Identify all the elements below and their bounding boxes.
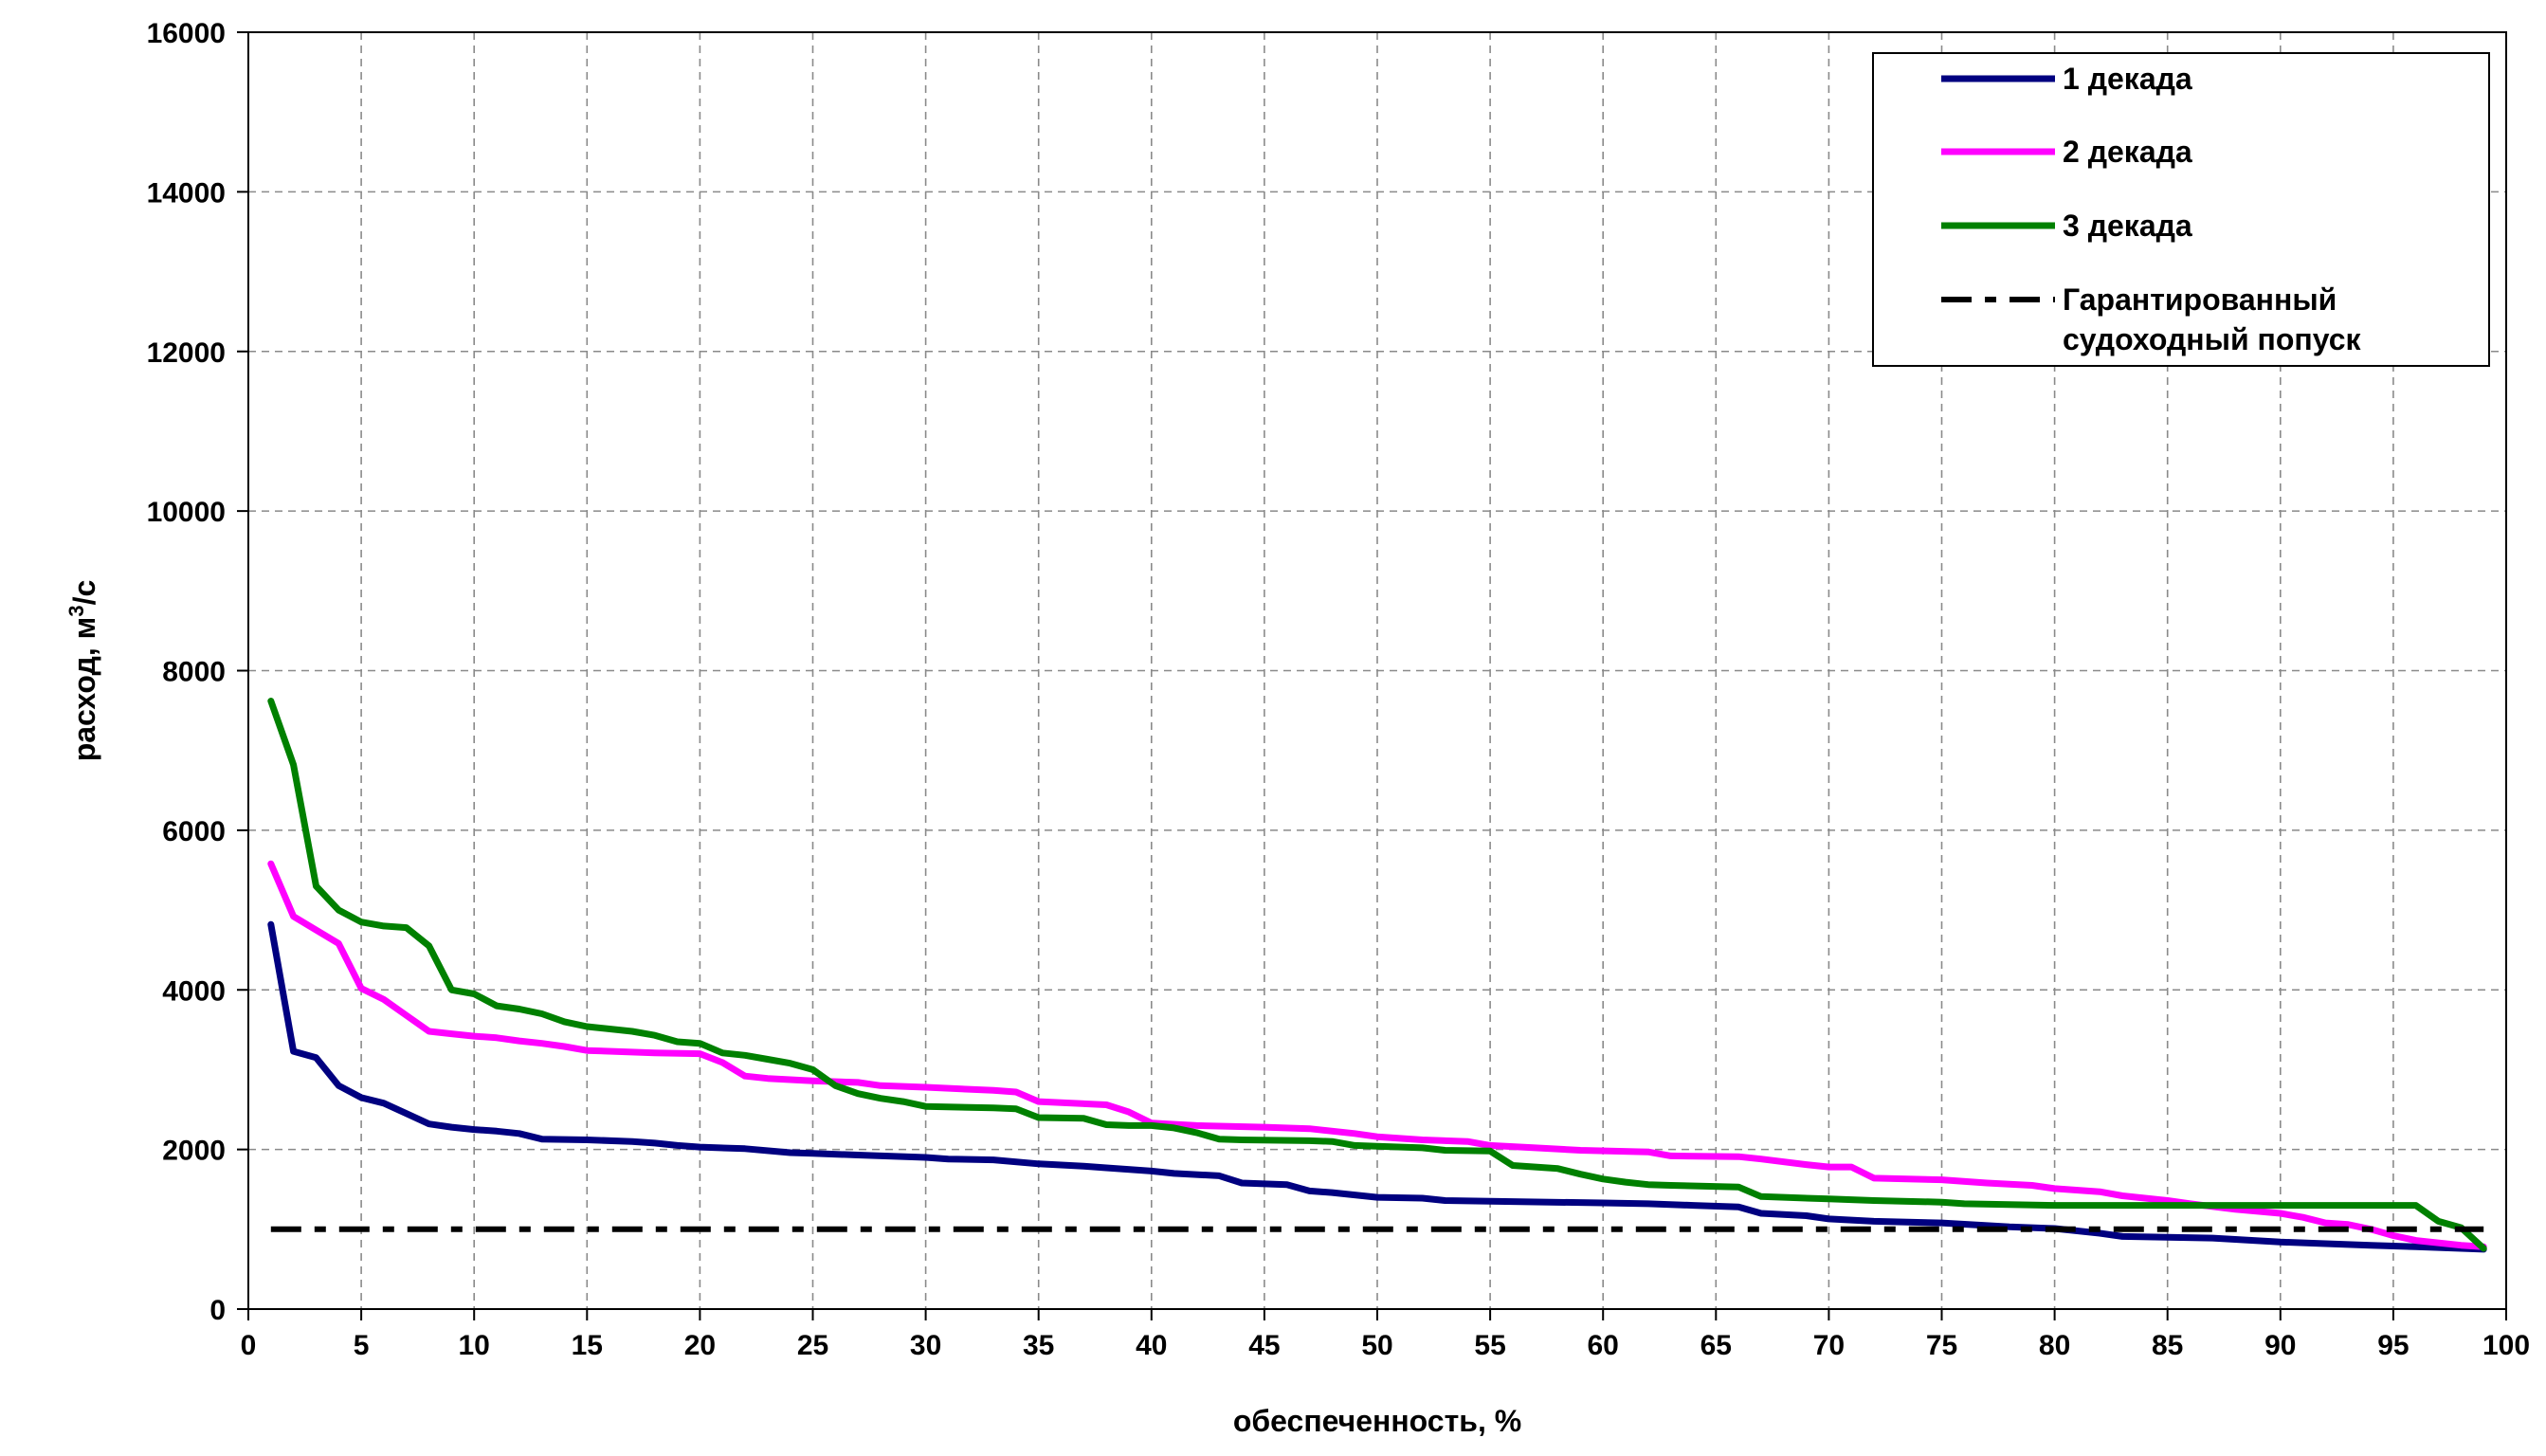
legend: 1 декада 2 декада 3 декада Гарантированный с…	[1872, 52, 2490, 367]
x-tick-label: 10	[459, 1330, 490, 1361]
x-tick-label: 25	[797, 1330, 828, 1361]
x-tick-label: 20	[684, 1330, 716, 1361]
y-axis-title-superscript: 3	[64, 605, 88, 616]
x-tick-label: 90	[2264, 1330, 2296, 1361]
series-line-3	[267, 698, 2487, 1252]
y-tick-label: 6000	[162, 816, 226, 847]
x-axis-title: обеспеченность, %	[1233, 1404, 1521, 1438]
y-axis-title-suffix: /с	[67, 580, 101, 606]
axes: 0 5 10 15 20 25 30 35 40 45 50 55 60 65 70 75 80 85 90 95 10…	[147, 18, 2530, 1361]
y-axis-title: расход, м3/с	[64, 580, 102, 762]
y-tick-label: 0	[209, 1295, 226, 1326]
x-tick-label: 85	[2152, 1330, 2183, 1361]
series-line-2	[267, 860, 2487, 1250]
x-tick-label: 60	[1588, 1330, 1619, 1361]
legend-label: 3 декада	[2063, 209, 2192, 243]
y-tick-label: 16000	[147, 18, 226, 49]
x-tick-label: 40	[1136, 1330, 1167, 1361]
x-tick-label: 55	[1474, 1330, 1505, 1361]
x-tick-label: 80	[2039, 1330, 2070, 1361]
x-tick-label: 70	[1813, 1330, 1845, 1361]
x-tick-label: 45	[1248, 1330, 1280, 1361]
x-tick-label: 95	[2377, 1330, 2409, 1361]
y-tick-label: 10000	[147, 497, 226, 528]
legend-label: судоходный попуск	[2063, 322, 2362, 356]
x-tick-label: 5	[354, 1330, 370, 1361]
x-tick-label: 30	[910, 1330, 941, 1361]
y-tick-label: 4000	[162, 975, 226, 1007]
gridlines	[248, 32, 2506, 1309]
x-tick-label: 100	[2482, 1330, 2530, 1361]
x-tick-label: 75	[1926, 1330, 1957, 1361]
x-tick-label: 15	[572, 1330, 603, 1361]
x-tick-label: 35	[1023, 1330, 1054, 1361]
x-tick-label: 0	[241, 1330, 257, 1361]
x-tick-label: 65	[1700, 1330, 1732, 1361]
y-tick-label: 2000	[162, 1136, 226, 1167]
x-tick-label: 50	[1361, 1330, 1392, 1361]
legend-box	[1872, 52, 2490, 367]
y-tick-label: 12000	[147, 337, 226, 369]
series-lines	[267, 698, 2487, 1253]
y-axis-title-prefix: расход, м	[67, 617, 101, 762]
y-tick-label: 8000	[162, 657, 226, 688]
legend-label: 1 декада	[2063, 62, 2192, 96]
legend-label: Гарантированный	[2063, 282, 2337, 317]
y-tick-label: 14000	[147, 177, 226, 209]
legend-label: 2 декада	[2063, 135, 2192, 169]
